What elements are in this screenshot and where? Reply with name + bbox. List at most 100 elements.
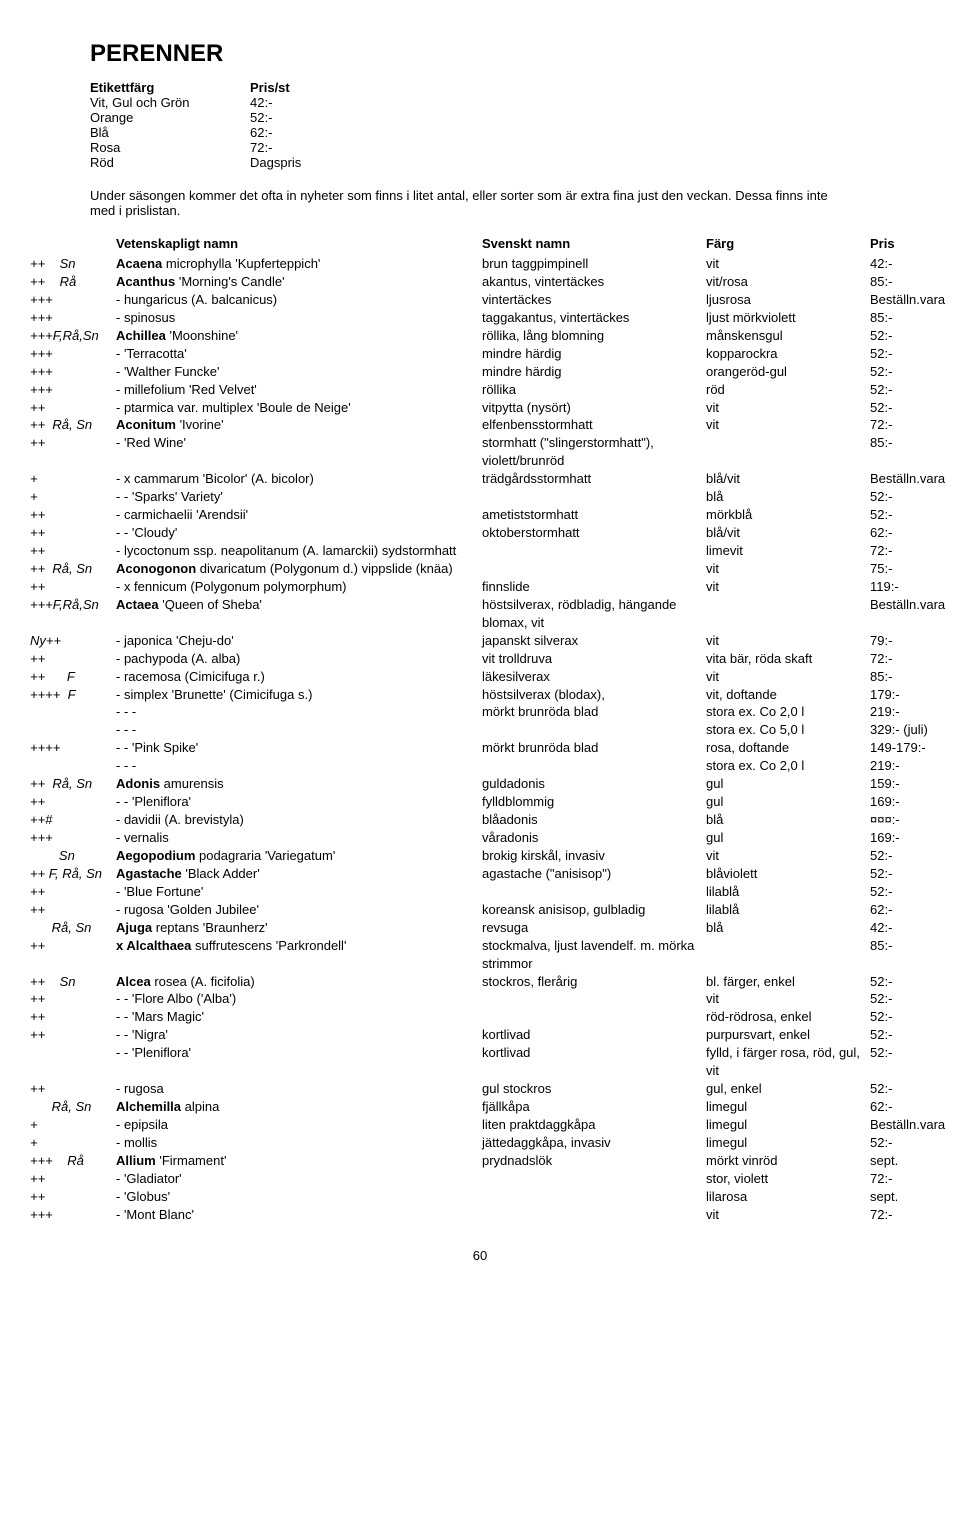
- row-swedish: liten praktdaggkåpa: [482, 1116, 706, 1134]
- row-name: - 'Terracotta': [116, 345, 482, 363]
- row-swedish: mindre härdig: [482, 363, 706, 381]
- row-name: Actaea 'Queen of Sheba': [116, 596, 482, 632]
- row-symbol: [30, 721, 116, 739]
- row-price: 52:-: [870, 1044, 960, 1080]
- row-swedish: läkesilverax: [482, 668, 706, 686]
- row-symbol: +++: [30, 345, 116, 363]
- table-row: ++- - 'Nigra'kortlivadpurpursvart, enkel…: [30, 1026, 930, 1044]
- row-price: 52:-: [870, 1134, 960, 1152]
- table-header: Vetenskapligt namn Svenskt namn Färg Pri…: [30, 236, 930, 251]
- row-color: vit: [706, 416, 870, 434]
- row-symbol: ++: [30, 524, 116, 542]
- row-color: blå/vit: [706, 524, 870, 542]
- row-color: vit: [706, 847, 870, 865]
- table-row: ++#- davidii (A. brevistyla)blåadonisblå…: [30, 811, 930, 829]
- table-row: +- x cammarum 'Bicolor' (A. bicolor)träd…: [30, 470, 930, 488]
- row-swedish: [482, 757, 706, 775]
- table-row: +++- millefolium 'Red Velvet'röllikaröd5…: [30, 381, 930, 399]
- row-name: - hungaricus (A. balcanicus): [116, 291, 482, 309]
- row-symbol: ++: [30, 1188, 116, 1206]
- row-symbol: +: [30, 470, 116, 488]
- row-swedish: taggakantus, vintertäckes: [482, 309, 706, 327]
- row-name: - - -: [116, 721, 482, 739]
- row-name: - carmichaelii 'Arendsii': [116, 506, 482, 524]
- row-name: - simplex 'Brunette' (Cimicifuga s.): [116, 686, 482, 704]
- row-price: sept.: [870, 1152, 960, 1170]
- row-color: vit: [706, 1206, 870, 1224]
- row-symbol: ++ Sn: [30, 973, 116, 991]
- row-swedish: [482, 883, 706, 901]
- row-swedish: finnslide: [482, 578, 706, 596]
- row-swedish: vit trolldruva: [482, 650, 706, 668]
- row-symbol: ++: [30, 901, 116, 919]
- row-symbol: ++#: [30, 811, 116, 829]
- row-name: Acaena microphylla 'Kupferteppich': [116, 255, 482, 273]
- row-name: - 'Blue Fortune': [116, 883, 482, 901]
- table-row: +++- hungaricus (A. balcanicus)vintertäc…: [30, 291, 930, 309]
- row-swedish: kortlivad: [482, 1044, 706, 1080]
- row-price: 52:-: [870, 1026, 960, 1044]
- table-row: ++- rugosagul stockrosgul, enkel52:-: [30, 1080, 930, 1098]
- table-row: Rå, SnAjuga reptans 'Braunherz'revsugabl…: [30, 919, 930, 937]
- table-row: ++ RåAcanthus 'Morning's Candle'akantus,…: [30, 273, 930, 291]
- row-name: - 'Globus': [116, 1188, 482, 1206]
- price-table-row: RödDagspris: [90, 155, 930, 170]
- plant-list: ++ Sn Acaena microphylla 'Kupferteppich' b…: [30, 255, 930, 1224]
- row-symbol: [30, 757, 116, 775]
- table-row: +- mollisjättedaggkåpa, invasivlimegul52…: [30, 1134, 930, 1152]
- price-table-row: Blå62:-: [90, 125, 930, 140]
- row-price: 52:-: [870, 399, 960, 417]
- row-symbol: ++: [30, 1080, 116, 1098]
- row-price: 179:-: [870, 686, 960, 704]
- row-swedish: [482, 542, 706, 560]
- row-color: vit: [706, 668, 870, 686]
- row-price: 52:-: [870, 847, 960, 865]
- row-name: - 'Walther Funcke': [116, 363, 482, 381]
- row-color: mörkblå: [706, 506, 870, 524]
- row-symbol: ++ Rå, Sn: [30, 560, 116, 578]
- row-name: Alcea rosea (A. ficifolia): [116, 973, 482, 991]
- price-table-value: 62:-: [250, 125, 272, 140]
- row-price: 72:-: [870, 650, 960, 668]
- row-price: sept.: [870, 1188, 960, 1206]
- row-name: - rugosa: [116, 1080, 482, 1098]
- row-price: 52:-: [870, 345, 960, 363]
- row-color: limegul: [706, 1098, 870, 1116]
- row-price: 85:-: [870, 434, 960, 470]
- row-price: 62:-: [870, 524, 960, 542]
- price-table-row: Orange52:-: [90, 110, 930, 125]
- row-name: - millefolium 'Red Velvet': [116, 381, 482, 399]
- table-row: ++- - 'Pleniflora'fylldblommiggul169:-: [30, 793, 930, 811]
- row-swedish: blåadonis: [482, 811, 706, 829]
- row-swedish: våradonis: [482, 829, 706, 847]
- price-table-row: Vit, Gul och Grön42:-: [90, 95, 930, 110]
- row-price: 52:-: [870, 327, 960, 345]
- row-color: lilarosa: [706, 1188, 870, 1206]
- row-swedish: höstsilverax, rödbladig, hängande blomax…: [482, 596, 706, 632]
- row-symbol: [30, 1044, 116, 1080]
- row-symbol: ++: [30, 434, 116, 470]
- row-color: vit/rosa: [706, 273, 870, 291]
- row-swedish: kortlivad: [482, 1026, 706, 1044]
- price-table-label: Rosa: [90, 140, 250, 155]
- table-row: ++x Alcalthaea suffrutescens 'Parkrondel…: [30, 937, 930, 973]
- row-name: - - 'Sparks' Variety': [116, 488, 482, 506]
- table-row: +++F,Rå,SnAchillea 'Moonshine'röllika, l…: [30, 327, 930, 345]
- row-swedish: mindre härdig: [482, 345, 706, 363]
- row-symbol: ++ Rå, Sn: [30, 416, 116, 434]
- header-sv: Svenskt namn: [482, 236, 706, 251]
- table-row: ++- - 'Cloudy'oktoberstormhattblå/vit62:…: [30, 524, 930, 542]
- row-swedish: [482, 560, 706, 578]
- row-symbol: ++: [30, 1026, 116, 1044]
- row-color: lilablå: [706, 883, 870, 901]
- row-symbol: +++: [30, 291, 116, 309]
- row-symbol: +: [30, 1116, 116, 1134]
- header-color: Färg: [706, 236, 870, 251]
- row-name: - japonica 'Cheju-do': [116, 632, 482, 650]
- row-swedish: akantus, vintertäckes: [482, 273, 706, 291]
- row-symbol: Rå, Sn: [30, 919, 116, 937]
- row-swedish: koreansk anisisop, gulbladig: [482, 901, 706, 919]
- row-name: - rugosa 'Golden Jubilee': [116, 901, 482, 919]
- row-swedish: [482, 1008, 706, 1026]
- row-color: ljust mörkviolett: [706, 309, 870, 327]
